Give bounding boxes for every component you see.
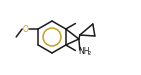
Text: NH: NH — [78, 46, 90, 56]
Text: 2: 2 — [88, 51, 91, 56]
Text: O: O — [22, 25, 28, 34]
